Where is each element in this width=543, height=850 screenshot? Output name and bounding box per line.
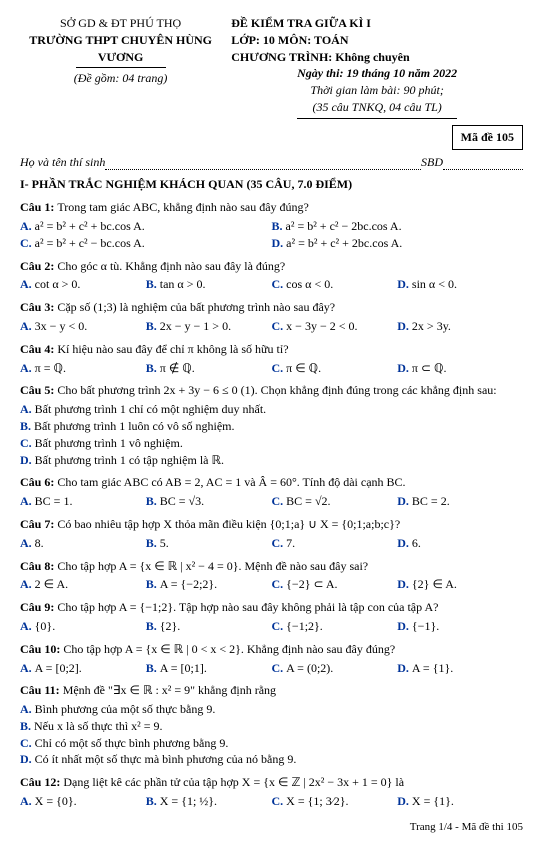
q5-opt-b[interactable]: B. Bất phương trình 1 luôn có vô số nghi… — [20, 418, 523, 435]
q8-opt-d[interactable]: D. {2} ∈ A. — [397, 576, 523, 593]
exam-header: SỞ GD & ĐT PHÚ THỌ TRƯỜNG THPT CHUYÊN HÙ… — [20, 15, 523, 121]
question-8: Câu 8: Cho tập hợp A = {x ∈ ℝ | x² − 4 =… — [20, 558, 523, 594]
question-7: Câu 7: Có bao nhiêu tập hợp X thỏa mãn đ… — [20, 516, 523, 552]
q6-opt-b[interactable]: B. BC = √3. — [146, 493, 272, 510]
q9-opt-d[interactable]: D. {−1}. — [397, 618, 523, 635]
duration-line: Thời gian làm bài: 90 phút; — [231, 82, 523, 99]
q6-opt-a[interactable]: A. BC = 1. — [20, 493, 146, 510]
exam-code-box: Mã đề 105 — [452, 125, 523, 150]
q10-opt-c[interactable]: C. A = (0;2). — [272, 660, 398, 677]
q9-opt-c[interactable]: C. {−1;2}. — [272, 618, 398, 635]
q5-opt-c[interactable]: C. Bất phương trình 1 vô nghiệm. — [20, 435, 523, 452]
q9-opt-a[interactable]: A. {0}. — [20, 618, 146, 635]
question-9: Câu 9: Cho tập hợp A = {−1;2}. Tập hợp n… — [20, 599, 523, 635]
q12-opt-c[interactable]: C. X = {1; 3⁄2}. — [272, 793, 398, 810]
question-10: Câu 10: Cho tập hợp A = {x ∈ ℝ | 0 < x <… — [20, 641, 523, 677]
q8-opt-a[interactable]: A. 2 ∈ A. — [20, 576, 146, 593]
page-footer: Trang 1/4 - Mã đề thi 105 — [20, 820, 523, 835]
program-line: CHƯƠNG TRÌNH: Không chuyên — [231, 49, 523, 66]
school-line: TRƯỜNG THPT CHUYÊN HÙNG VƯƠNG — [20, 32, 221, 66]
sbd-field[interactable] — [443, 154, 523, 171]
q5-opt-d[interactable]: D. Bất phương trình 1 có tập nghiệm là ℝ… — [20, 452, 523, 469]
q11-opt-a[interactable]: A. Bình phương của một số thực bằng 9. — [20, 701, 523, 718]
q3-opt-a[interactable]: A. 3x − y < 0. — [20, 318, 146, 335]
q10-opt-d[interactable]: D. A = {1}. — [397, 660, 523, 677]
q5-opt-a[interactable]: A. Bất phương trình 1 chỉ có một nghiệm … — [20, 401, 523, 418]
exam-title: ĐỀ KIỂM TRA GIỮA KÌ I — [231, 15, 523, 32]
q7-opt-c[interactable]: C. 7. — [272, 535, 398, 552]
q6-opt-c[interactable]: C. BC = √2. — [272, 493, 398, 510]
q3-opt-d[interactable]: D. 2x > 3y. — [397, 318, 523, 335]
q7-opt-d[interactable]: D. 6. — [397, 535, 523, 552]
question-6: Câu 6: Cho tam giác ABC có AB = 2, AC = … — [20, 474, 523, 510]
counts-line: (35 câu TNKQ, 04 câu TL) — [231, 99, 523, 116]
header-left: SỞ GD & ĐT PHÚ THỌ TRƯỜNG THPT CHUYÊN HÙ… — [20, 15, 221, 121]
q1-opt-b[interactable]: B. a² = b² + c² − 2bc.cos A. — [272, 218, 524, 235]
q6-opt-d[interactable]: D. BC = 2. — [397, 493, 523, 510]
q2-opt-a[interactable]: A. cot α > 0. — [20, 276, 146, 293]
header-right: ĐỀ KIỂM TRA GIỮA KÌ I LỚP: 10 MÔN: TOÁN … — [231, 15, 523, 121]
q1-opt-c[interactable]: C. a² = b² + c² − bc.cos A. — [20, 235, 272, 252]
q1-opt-d[interactable]: D. a² = b² + c² + 2bc.cos A. — [272, 235, 524, 252]
q12-opt-d[interactable]: D. X = {1}. — [397, 793, 523, 810]
q11-opt-b[interactable]: B. Nếu x là số thực thì x² = 9. — [20, 718, 523, 735]
q3-opt-c[interactable]: C. x − 3y − 2 < 0. — [272, 318, 398, 335]
q7-opt-b[interactable]: B. 5. — [146, 535, 272, 552]
grade-line: LỚP: 10 MÔN: TOÁN — [231, 32, 523, 49]
dept-line: SỞ GD & ĐT PHÚ THỌ — [20, 15, 221, 32]
question-3: Câu 3: Cặp số (1;3) là nghiệm của bất ph… — [20, 299, 523, 335]
date-line: Ngày thi: 19 tháng 10 năm 2022 — [231, 65, 523, 82]
question-5: Câu 5: Cho bất phương trình 2x + 3y − 6 … — [20, 382, 523, 468]
q10-opt-b[interactable]: B. A = [0;1]. — [146, 660, 272, 677]
q4-opt-b[interactable]: B. π ∉ ℚ. — [146, 360, 272, 377]
q11-opt-c[interactable]: C. Chỉ có một số thực bình phương bằng 9… — [20, 735, 523, 752]
question-1: Câu 1: Trong tam giác ABC, khẳng định nà… — [20, 199, 523, 251]
q10-opt-a[interactable]: A. A = [0;2]. — [20, 660, 146, 677]
q7-opt-a[interactable]: A. 8. — [20, 535, 146, 552]
q12-opt-b[interactable]: B. X = {1; ½}. — [146, 793, 272, 810]
section-1-title: I- PHẦN TRẮC NGHIỆM KHÁCH QUAN (35 CÂU, … — [20, 176, 523, 193]
q12-opt-a[interactable]: A. X = {0}. — [20, 793, 146, 810]
q4-opt-a[interactable]: A. π = ℚ. — [20, 360, 146, 377]
q2-opt-c[interactable]: C. cos α < 0. — [272, 276, 398, 293]
q2-opt-d[interactable]: D. sin α < 0. — [397, 276, 523, 293]
q4-opt-d[interactable]: D. π ⊂ ℚ. — [397, 360, 523, 377]
q4-opt-c[interactable]: C. π ∈ ℚ. — [272, 360, 398, 377]
q8-opt-c[interactable]: C. {−2} ⊂ A. — [272, 576, 398, 593]
question-4: Câu 4: Kí hiệu nào sau đây để chỉ π khôn… — [20, 341, 523, 377]
q3-opt-b[interactable]: B. 2x − y − 1 > 0. — [146, 318, 272, 335]
sbd-label: SBD — [421, 154, 443, 171]
pages-line: (Đề gồm: 04 trang) — [20, 70, 221, 87]
name-field[interactable] — [105, 154, 421, 171]
q9-opt-b[interactable]: B. {2}. — [146, 618, 272, 635]
question-12: Câu 12: Dạng liệt kê các phần tử của tập… — [20, 774, 523, 810]
q8-opt-b[interactable]: B. A = {−2;2}. — [146, 576, 272, 593]
question-11: Câu 11: Mệnh đề "∃x ∈ ℝ : x² = 9" khẳng … — [20, 682, 523, 768]
name-label: Họ và tên thí sinh — [20, 154, 105, 171]
q1-opt-a[interactable]: A. a² = b² + c² + bc.cos A. — [20, 218, 272, 235]
q11-opt-d[interactable]: D. Có ít nhất một số thực mà bình phương… — [20, 751, 523, 768]
candidate-info: Họ và tên thí sinh SBD — [20, 154, 523, 171]
q2-opt-b[interactable]: B. tan α > 0. — [146, 276, 272, 293]
question-2: Câu 2: Cho góc α tù. Khẳng định nào sau … — [20, 258, 523, 294]
